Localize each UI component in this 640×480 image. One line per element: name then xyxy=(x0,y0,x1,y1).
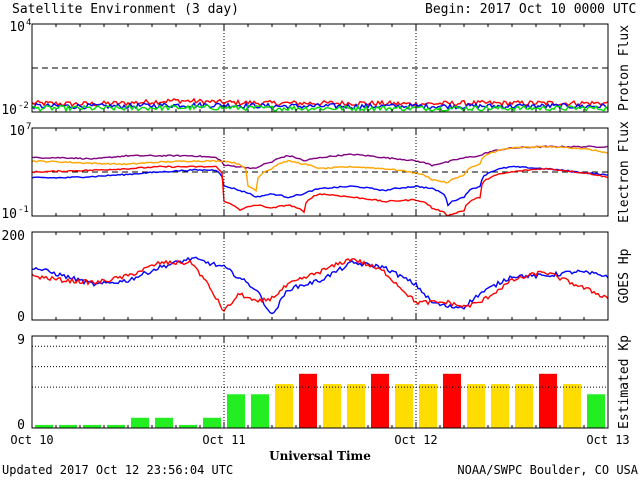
chart-title: Satellite Environment (3 day) xyxy=(12,2,239,17)
estimated-kp-y-min-label: 0 xyxy=(17,418,25,433)
updated-label: Updated 2017 Oct 12 23:56:04 UTC xyxy=(2,463,233,477)
kp-bar xyxy=(491,384,509,428)
proton-flux-series-blue xyxy=(32,101,608,111)
kp-bar xyxy=(299,373,317,428)
kp-bar xyxy=(155,417,173,428)
kp-bar xyxy=(443,373,461,428)
proton-flux-series-green xyxy=(32,103,608,112)
electron-flux-series-purple xyxy=(32,145,608,170)
kp-bar xyxy=(419,384,437,428)
electron-flux-y-min-exp: -1 xyxy=(18,205,29,215)
electron-flux-y-min-label: 10 xyxy=(1,207,17,222)
begin-label: Begin: 2017 Oct 10 0000 UTC xyxy=(425,2,636,17)
proton-flux-axis-label: Proton Flux xyxy=(617,25,632,111)
kp-bar xyxy=(275,384,293,428)
kp-bar xyxy=(83,424,101,428)
kp-bar xyxy=(323,384,341,428)
electron-flux-panel-frame xyxy=(31,127,609,217)
electron-flux-y-max-label: 10 xyxy=(9,124,25,139)
x-axis-label: Universal Time xyxy=(269,449,371,463)
proton-flux-series-red xyxy=(32,97,608,108)
goes-hp-panel-frame xyxy=(31,231,609,321)
kp-bar xyxy=(203,417,221,428)
proton-flux-y-max-exp: 4 xyxy=(26,18,31,28)
kp-bar xyxy=(395,384,413,428)
goes-hp-series-blue xyxy=(32,256,608,315)
proton-flux-panel-frame xyxy=(31,23,609,113)
kp-bar xyxy=(227,394,245,428)
kp-bar xyxy=(563,384,581,428)
electron-flux-y-max-exp: 7 xyxy=(26,122,31,132)
kp-bar xyxy=(179,424,197,428)
x-tick-label: Oct 12 xyxy=(394,433,437,447)
kp-bar xyxy=(467,384,485,428)
electron-flux-series-orange xyxy=(32,145,608,193)
kp-bar xyxy=(539,373,557,428)
goes-hp-y-min-label: 0 xyxy=(17,310,25,325)
x-tick-label: Oct 13 xyxy=(586,433,629,447)
kp-bar xyxy=(347,384,365,428)
kp-bar xyxy=(587,394,605,428)
kp-bar xyxy=(59,424,77,428)
estimated-kp-axis-label: Estimated Kp xyxy=(617,335,632,429)
kp-bar xyxy=(515,384,533,428)
goes-hp-series-red xyxy=(32,258,608,313)
estimated-kp-y-max-label: 9 xyxy=(17,333,25,348)
kp-bar xyxy=(131,417,149,428)
kp-bar xyxy=(371,373,389,428)
goes-hp-axis-label: GOES Hp xyxy=(617,248,632,303)
goes-hp-y-max-label: 200 xyxy=(2,229,25,244)
electron-flux-series-red xyxy=(32,165,608,216)
x-tick-label: Oct 11 xyxy=(202,433,245,447)
kp-bar xyxy=(107,424,125,428)
kp-bar xyxy=(251,394,269,428)
kp-bar xyxy=(35,424,53,428)
electron-flux-series-blue xyxy=(32,165,608,207)
credit-label: NOAA/SWPC Boulder, CO USA xyxy=(457,463,638,477)
proton-flux-y-min-exp: -2 xyxy=(18,101,29,111)
proton-flux-y-max-label: 10 xyxy=(9,20,25,35)
electron-flux-axis-label: Electron Flux xyxy=(617,121,632,223)
x-tick-label: Oct 10 xyxy=(10,433,53,447)
proton-flux-y-min-label: 10 xyxy=(1,103,17,118)
